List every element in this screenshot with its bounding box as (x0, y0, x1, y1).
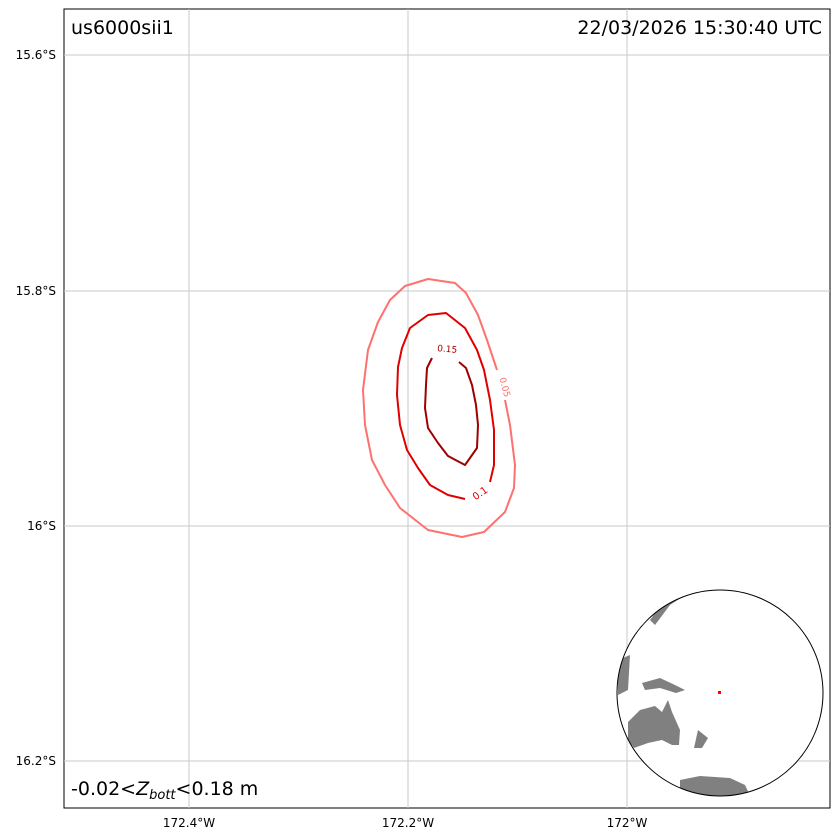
globe-inset (616, 589, 824, 797)
new-guinea (642, 678, 685, 693)
contours (362, 278, 516, 538)
lat-tick: 16.2°S (16, 754, 56, 768)
epicenter-marker (718, 691, 721, 694)
lon-tick: 172.2°W (382, 816, 434, 830)
event-id: us6000sii1 (71, 17, 174, 39)
globe-outline (616, 589, 824, 797)
contour-0.15 (424, 357, 479, 466)
lat-tick: 16°S (27, 519, 56, 533)
contour-0.1 (396, 312, 495, 500)
lat-tick: 15.8°S (16, 284, 56, 298)
new-zealand (694, 730, 708, 748)
contour-label: 0.15 (437, 344, 458, 356)
range-label: -0.02<Zbott<0.18 m (71, 778, 258, 803)
australia (628, 700, 680, 748)
lat-tick: 15.6°S (16, 48, 56, 62)
asia-coast (650, 592, 690, 625)
timestamp: 22/03/2026 15:30:40 UTC (577, 17, 822, 39)
lon-tick: 172.4°W (163, 816, 215, 830)
range-suffix: <0.18 m (176, 778, 259, 800)
range-sub: bott (149, 788, 176, 803)
range-prefix: -0.02< (71, 778, 136, 800)
contour-0.05 (362, 278, 516, 538)
lon-tick: 172°W (607, 816, 648, 830)
range-var: Z (135, 778, 150, 800)
